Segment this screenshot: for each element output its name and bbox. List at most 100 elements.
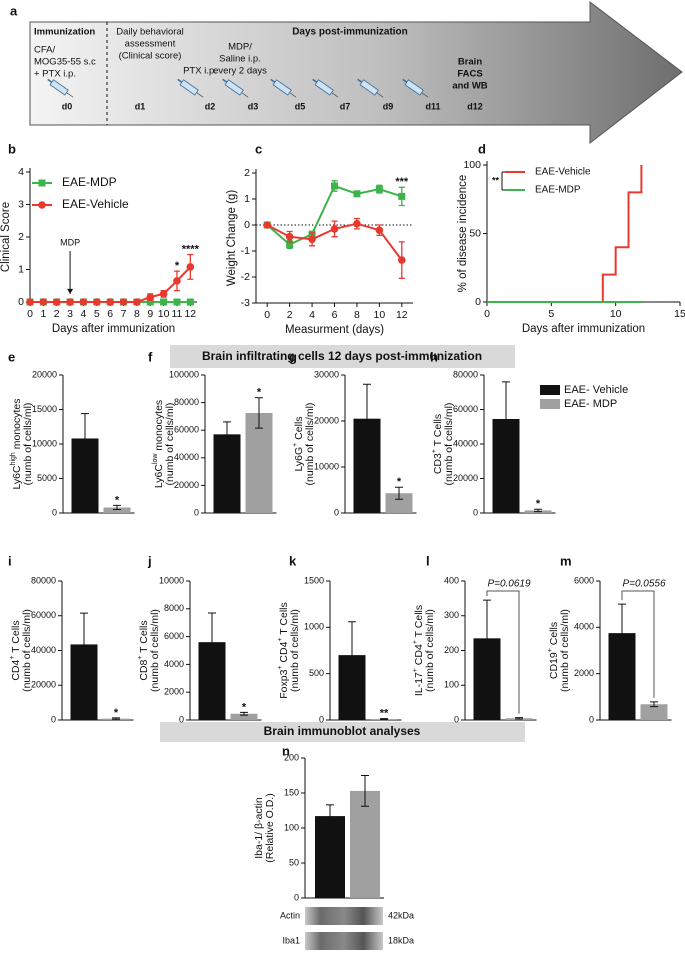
y-tick-label: 80000 — [174, 397, 199, 407]
panel-letter: n — [282, 743, 290, 758]
label-part: (numb of cells/ml) — [149, 609, 161, 692]
point — [52, 298, 61, 306]
label-part: T Cells — [413, 605, 425, 640]
y-tick-label: 4 — [18, 166, 24, 178]
y-tick-label: 80000 — [453, 369, 478, 379]
x-tick-label: 6 — [332, 309, 338, 321]
point — [66, 298, 74, 306]
y-tick-label: 0 — [18, 296, 24, 308]
y-tick-label: 2000 — [164, 687, 184, 697]
bar — [103, 507, 131, 513]
y-tick-label: 0 — [294, 892, 299, 902]
label-sup: high — [10, 452, 17, 465]
y-axis-label: (numb of cells/ml) — [443, 403, 455, 486]
label-part: (numb of cells/ml) — [164, 403, 176, 486]
x-axis-label: Days after immunization — [52, 323, 175, 335]
label-sup: + — [277, 637, 284, 641]
y-tick-label: 0 — [589, 714, 594, 724]
day-label: d9 — [383, 101, 394, 111]
label-part: Cells — [293, 416, 305, 442]
x-tick-label: 8 — [354, 309, 360, 321]
label-part: Foxp3 — [278, 669, 290, 698]
y-tick-label: 1500 — [304, 575, 324, 585]
y-axis-label: CD19+ Cells — [547, 622, 559, 679]
x-tick-label: 0 — [27, 308, 33, 320]
point — [133, 298, 141, 306]
y-tick-label: 200 — [444, 645, 459, 655]
y-tick-label: 0 — [473, 507, 478, 517]
significance: * — [114, 707, 119, 719]
syringe-plunger — [177, 78, 183, 83]
timeline-note: Brain — [458, 57, 482, 68]
y-tick-label: 4000 — [164, 659, 184, 669]
blot-band — [305, 907, 383, 925]
timeline-note: MOG35-55 s.c — [34, 57, 96, 68]
panel-letter: m — [560, 553, 572, 568]
legend-marker — [38, 201, 46, 209]
error-bar — [363, 383, 371, 454]
syringe-plunger — [312, 78, 318, 83]
label-part: monocytes — [153, 400, 165, 454]
panel-letter: c — [255, 141, 262, 156]
point — [331, 182, 338, 190]
timeline-arrow — [29, 0, 683, 145]
x-tick-label: 4 — [81, 308, 87, 320]
significance: * — [175, 260, 180, 272]
syringe — [312, 78, 339, 98]
error-bar — [515, 717, 523, 720]
point — [286, 241, 294, 248]
y-axis-label: (numb of cells/ml) — [424, 609, 436, 692]
legend-swatch — [540, 399, 560, 409]
legend-note: ** — [492, 175, 500, 185]
y-tick-label: 0 — [51, 714, 56, 724]
x-tick-label: 1 — [40, 308, 46, 320]
day-label: d0 — [62, 101, 73, 111]
x-tick-label: 2 — [54, 308, 60, 320]
syringe — [177, 78, 204, 98]
y-axis-label: (numb of cells/ml) — [559, 609, 571, 692]
x-tick-label: 8 — [134, 308, 140, 320]
syringe-needle — [331, 92, 339, 98]
legend-label: EAE- Vehicle — [564, 384, 628, 396]
point — [119, 298, 128, 306]
panel-letter: i — [8, 553, 12, 568]
point — [146, 298, 154, 306]
panel-letter: a — [10, 3, 18, 18]
syringe-needle — [241, 92, 249, 98]
x-tick-label: 6 — [107, 308, 113, 320]
arrow-head — [67, 288, 74, 294]
panel-letter: b — [8, 141, 16, 156]
point — [173, 298, 181, 306]
label-sup: + — [277, 665, 284, 669]
y-tick-label: 10000 — [314, 461, 339, 471]
y-axis-label: (Relative O.D.) — [264, 793, 276, 862]
timeline-note: PTX i.p. — [183, 66, 217, 77]
syringe-plunger — [357, 78, 363, 83]
x-tick-label: 12 — [396, 309, 408, 321]
syringe-needle — [66, 92, 74, 98]
significance: **** — [182, 243, 200, 255]
y-tick-label: -2 — [241, 271, 250, 283]
label-sup: + — [431, 449, 438, 453]
error-bar — [240, 711, 248, 716]
day-label: d2 — [205, 101, 216, 111]
label-part: T Cells — [432, 414, 444, 449]
timeline-note: MDP/ — [228, 42, 252, 53]
blot-label: Actin — [280, 910, 300, 920]
significance: * — [115, 494, 120, 506]
section-title: Brain immunoblot analyses — [264, 724, 421, 738]
syringe-plunger — [222, 78, 228, 83]
error-bar — [502, 381, 510, 457]
day-label: d12 — [467, 101, 483, 111]
timeline-note: every 2 days — [213, 66, 267, 77]
y-tick-label: 50 — [289, 857, 299, 867]
y-tick-label: 2 — [18, 231, 24, 243]
panel-letter: h — [430, 349, 438, 364]
syringe-plunger — [270, 78, 276, 83]
syringe-plunger — [402, 78, 408, 83]
error-bar — [112, 717, 120, 720]
syringe-plunger — [47, 78, 53, 83]
y-tick-label: 8000 — [164, 603, 184, 613]
panel-letter: g — [289, 349, 297, 364]
x-tick-label: 12 — [184, 308, 196, 320]
